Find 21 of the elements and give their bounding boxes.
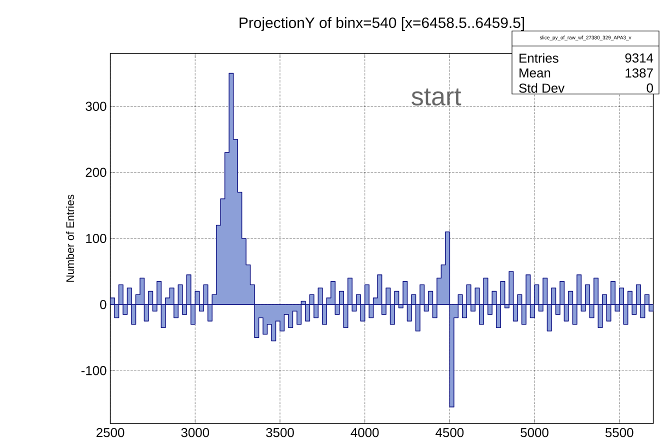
chart-title: ProjectionY of binx=540 [x=6458.5..6459.5]	[240, 17, 524, 31]
x-tick-label: 3000	[181, 428, 210, 438]
annotation: Std Dev	[519, 83, 565, 93]
y-tick-label: 200	[86, 168, 106, 177]
annotation: Mean	[520, 68, 550, 78]
annotation: 1387	[626, 68, 653, 78]
x-tick-label: 5500	[605, 428, 634, 438]
x-tick-label: 3500	[266, 428, 294, 438]
y-tick-label: 100	[86, 234, 106, 244]
x-tick-label: 4000	[350, 428, 379, 438]
x-tick-label: 2500	[96, 428, 124, 438]
x-tick-label: 5000	[520, 428, 548, 438]
y-axis-title: Number of Entries	[66, 194, 74, 282]
y-tick-label: 300	[86, 102, 106, 111]
annotation: 0	[646, 83, 653, 93]
y-tick-label: -100	[81, 366, 106, 376]
annotation: Entries	[520, 53, 558, 63]
annotation: start	[412, 88, 462, 106]
x-tick-label: 4500	[436, 428, 464, 438]
annotation: 9314	[625, 53, 654, 63]
y-tick-label: 0	[100, 300, 106, 310]
